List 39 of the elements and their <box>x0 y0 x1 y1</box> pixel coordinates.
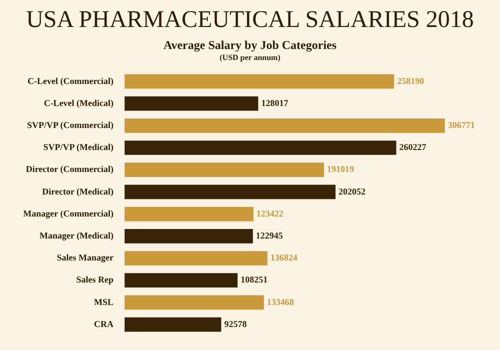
data-label: 108251 <box>240 274 268 285</box>
y-tick-label: C-Level (Commercial) <box>27 76 114 86</box>
y-tick-label: C-Level (Medical) <box>44 98 114 108</box>
bar <box>124 184 336 200</box>
data-label: 136824 <box>270 252 298 263</box>
bar <box>124 162 324 178</box>
y-tick-label: Director (Commercial) <box>26 164 114 174</box>
data-label: 306771 <box>448 120 476 130</box>
y-tick-label: SVP/VP (Commercial) <box>26 120 114 130</box>
data-label: 202052 <box>338 186 366 196</box>
data-label: 191019 <box>327 164 354 174</box>
bar <box>124 96 258 111</box>
data-label: 128017 <box>261 98 289 108</box>
y-tick-label: Manager (Medical) <box>39 230 114 240</box>
y-tick-label: MSL <box>94 296 114 307</box>
chart-title: USA PHARMACEUTICAL SALARIES 2018 <box>25 6 475 35</box>
bar <box>124 295 264 310</box>
y-tick-label: CRA <box>94 318 114 329</box>
text: (USD per annum) <box>218 53 282 62</box>
bar <box>124 206 254 222</box>
y-tick-label: Manager (Commercial) <box>23 208 114 218</box>
bar <box>124 251 268 266</box>
bar <box>124 228 253 244</box>
chart-subtitle: Average Salary by Job Categories <box>162 38 338 53</box>
bar <box>124 317 222 332</box>
data-label: 122945 <box>256 230 284 240</box>
data-label: 133468 <box>266 296 294 307</box>
y-tick-label: SVP/VP (Medical) <box>43 142 114 152</box>
bar <box>124 140 396 155</box>
data-label: 92578 <box>224 318 248 329</box>
bar <box>124 118 445 133</box>
bar <box>124 74 394 89</box>
data-label: 260227 <box>399 142 427 152</box>
y-tick-label: Sales Rep <box>76 274 114 285</box>
data-label: 258190 <box>397 76 425 86</box>
bar <box>124 273 238 288</box>
y-tick-label: Director (Medical) <box>42 186 114 196</box>
y-tick-label: Sales Manager <box>56 252 114 263</box>
data-label: 123422 <box>256 208 284 218</box>
